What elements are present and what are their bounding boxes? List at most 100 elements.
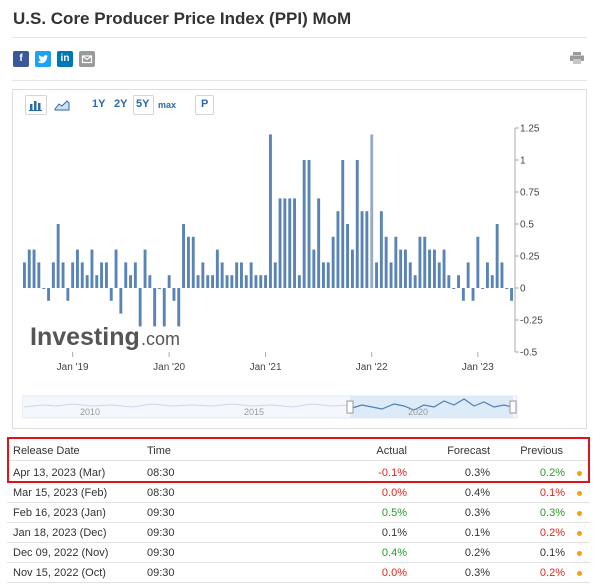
- chart-bar[interactable]: [119, 288, 123, 314]
- chart-bar[interactable]: [384, 236, 388, 288]
- chart-bar[interactable]: [269, 134, 272, 288]
- chart-navigator[interactable]: 2010 2015 2020: [22, 393, 522, 423]
- range-2y-button[interactable]: 2Y: [114, 98, 128, 110]
- chart-bar[interactable]: [220, 262, 224, 288]
- chart-bar[interactable]: [418, 236, 422, 288]
- chart-bar[interactable]: [201, 262, 205, 288]
- chart-bar[interactable]: [230, 275, 234, 288]
- chart-bar[interactable]: [148, 275, 152, 288]
- alert-dot-icon[interactable]: [577, 511, 582, 516]
- alert-dot-icon[interactable]: [577, 471, 582, 476]
- chart-bar[interactable]: [138, 288, 142, 327]
- linkedin-share-button[interactable]: in: [57, 51, 73, 67]
- chart-bar[interactable]: [47, 288, 50, 301]
- chart-bar[interactable]: [259, 275, 263, 288]
- chart-bar[interactable]: [457, 275, 460, 288]
- chart-bar[interactable]: [196, 275, 200, 288]
- chart-bar[interactable]: [80, 262, 84, 288]
- chart-bar[interactable]: [225, 275, 229, 288]
- chart-bar[interactable]: [394, 236, 398, 288]
- area-chart-button[interactable]: [52, 96, 72, 114]
- chart-bar[interactable]: [264, 275, 267, 288]
- chart-bar[interactable]: [273, 262, 277, 288]
- chart-bar[interactable]: [452, 288, 456, 289]
- chart-bar[interactable]: [158, 288, 161, 289]
- chart-bar[interactable]: [37, 262, 41, 288]
- chart-bar[interactable]: [51, 262, 55, 288]
- chart-bar[interactable]: [133, 262, 137, 288]
- chart-bar[interactable]: [191, 236, 195, 288]
- chart-bar[interactable]: [162, 288, 166, 327]
- chart-bar[interactable]: [471, 288, 475, 301]
- chart-bar[interactable]: [76, 249, 79, 288]
- chart-bar[interactable]: [317, 198, 321, 288]
- chart-bar[interactable]: [413, 275, 417, 288]
- print-icon[interactable]: [570, 52, 584, 64]
- chart-bar[interactable]: [447, 275, 451, 288]
- chart-bar[interactable]: [235, 262, 239, 288]
- table-row[interactable]: Dec 09, 2022 (Nov) 09:30 0.4% 0.2% 0.1%: [7, 542, 590, 563]
- chart-bar[interactable]: [307, 160, 311, 288]
- chart-bar[interactable]: [481, 288, 485, 289]
- chart-bar[interactable]: [288, 198, 292, 288]
- chart-bar[interactable]: [379, 211, 383, 288]
- chart-bar[interactable]: [404, 249, 407, 288]
- chart-bar[interactable]: [437, 262, 441, 288]
- chart-bar[interactable]: [182, 224, 185, 288]
- chart-bar[interactable]: [105, 262, 108, 288]
- alert-dot-icon[interactable]: [577, 571, 582, 576]
- chart-bar[interactable]: [153, 288, 157, 327]
- chart-bar[interactable]: [495, 224, 499, 288]
- chart-bar[interactable]: [283, 198, 287, 288]
- chart-bar[interactable]: [341, 160, 345, 288]
- table-row[interactable]: Mar 15, 2023 (Feb) 08:30 0.0% 0.4% 0.1%: [7, 482, 590, 503]
- chart-bar[interactable]: [326, 262, 330, 288]
- chart-bar[interactable]: [42, 288, 46, 289]
- chart-bar[interactable]: [336, 211, 340, 288]
- chart-bar[interactable]: [351, 249, 354, 288]
- chart-bar[interactable]: [167, 275, 171, 288]
- chart-bar[interactable]: [240, 262, 243, 288]
- chart-bar[interactable]: [114, 249, 118, 288]
- chart-bar[interactable]: [109, 288, 113, 301]
- chart-bar[interactable]: [215, 249, 219, 288]
- chart-bar[interactable]: [85, 275, 89, 288]
- chart-bar[interactable]: [95, 275, 99, 288]
- chart-bar[interactable]: [302, 160, 306, 288]
- bar-chart-button[interactable]: [25, 95, 47, 115]
- chart-bar[interactable]: [293, 198, 296, 288]
- alert-dot-icon[interactable]: [577, 531, 582, 536]
- chart-bar[interactable]: [244, 275, 248, 288]
- chart-bar[interactable]: [124, 262, 128, 288]
- chart-bar[interactable]: [423, 236, 427, 288]
- chart-bar[interactable]: [177, 288, 181, 327]
- chart-bar[interactable]: [187, 236, 190, 288]
- range-max-button[interactable]: max: [158, 100, 177, 110]
- chart-bar[interactable]: [129, 275, 132, 288]
- chart-bar[interactable]: [510, 288, 513, 301]
- chart-bar[interactable]: [61, 262, 65, 288]
- navigator-right-handle[interactable]: [509, 400, 517, 414]
- chart-bar[interactable]: [476, 236, 480, 288]
- chart-bar[interactable]: [389, 262, 393, 288]
- navigator-left-handle[interactable]: [346, 400, 354, 414]
- chart-bar[interactable]: [312, 249, 316, 288]
- chart-bar[interactable]: [71, 262, 75, 288]
- chart-bar[interactable]: [66, 288, 70, 301]
- range-5y-button[interactable]: 5Y: [136, 98, 150, 110]
- chart-bar[interactable]: [360, 211, 364, 288]
- chart-bar[interactable]: [346, 224, 349, 288]
- table-row[interactable]: Feb 16, 2023 (Jan) 09:30 0.5% 0.3% 0.3%: [7, 502, 590, 523]
- alert-dot-icon[interactable]: [577, 551, 582, 556]
- chart-bar[interactable]: [408, 262, 412, 288]
- table-row[interactable]: Jan 18, 2023 (Dec) 09:30 0.1% 0.1% 0.2%: [7, 522, 590, 543]
- chart-bar[interactable]: [143, 249, 147, 288]
- chart-bar[interactable]: [206, 275, 210, 288]
- chart-bar[interactable]: [486, 262, 489, 288]
- range-1y-button[interactable]: 1Y: [92, 98, 106, 110]
- chart-bar[interactable]: [322, 262, 325, 288]
- chart-bar[interactable]: [254, 275, 258, 288]
- chart-bar[interactable]: [433, 249, 436, 288]
- chart-bar[interactable]: [442, 249, 446, 288]
- chart-bar[interactable]: [466, 262, 470, 288]
